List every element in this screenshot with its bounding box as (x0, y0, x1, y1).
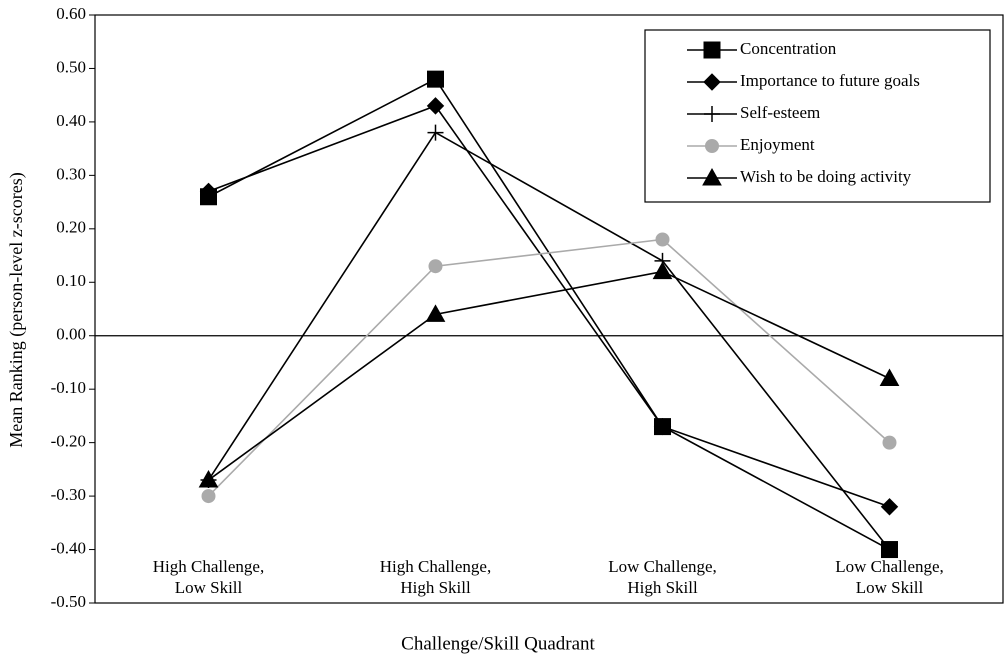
marker (428, 259, 443, 274)
series-line (207, 238, 891, 497)
series-line (208, 270, 890, 481)
marker (653, 417, 672, 436)
y-tick-label: -0.10 (51, 378, 86, 397)
y-tick-label: 0.30 (56, 164, 86, 183)
series-line (208, 104, 890, 508)
series-line (207, 131, 891, 551)
y-tick-label: 0.10 (56, 271, 86, 290)
x-tick-label: Low Challenge, Low Skill (835, 557, 944, 597)
legend-marker (705, 139, 719, 153)
y-tick-label: -0.30 (51, 485, 86, 504)
marker (880, 498, 899, 516)
x-tick-label: Low Challenge, High Skill (608, 557, 717, 597)
marker (201, 489, 216, 504)
legend-label: Wish to be doing activity (740, 167, 912, 186)
y-tick-label: 0.00 (56, 325, 86, 344)
marker (881, 541, 898, 558)
marker (425, 304, 446, 322)
marker (655, 232, 670, 247)
series (199, 97, 899, 516)
x-tick-label: High Challenge, Low Skill (152, 557, 265, 597)
marker (427, 124, 444, 141)
y-tick-label: 0.50 (56, 57, 86, 76)
legend-label: Self-esteem (740, 103, 820, 122)
marker (882, 435, 897, 450)
marker (199, 182, 218, 201)
marker (426, 97, 445, 115)
legend-label: Importance to future goals (740, 71, 920, 90)
legend-marker (702, 167, 722, 186)
plot-frame (94, 14, 1004, 604)
legend-box (644, 29, 991, 203)
series (198, 261, 900, 488)
marker (427, 70, 444, 88)
y-tick-label: -0.20 (51, 432, 86, 451)
legend-marker (704, 106, 720, 122)
marker (198, 470, 219, 488)
legend-label: Concentration (740, 39, 837, 58)
legend-marker (703, 41, 721, 59)
x-axis-label: Challenge/Skill Quadrant (401, 633, 595, 654)
marker (652, 261, 673, 280)
y-tick-label: 0.60 (56, 4, 86, 23)
x-tick-label: High Challenge, High Skill (379, 557, 492, 597)
y-tick-label: 0.40 (56, 111, 86, 130)
y-tick-label: -0.50 (51, 592, 86, 611)
legend-marker (703, 73, 721, 91)
marker (879, 368, 900, 386)
y-tick-label: -0.40 (51, 538, 86, 557)
y-tick-label: 0.20 (56, 218, 86, 237)
legend-label: Enjoyment (740, 135, 815, 154)
y-axis-label: Mean Ranking (person-level z-scores) (6, 172, 27, 447)
series (201, 232, 897, 504)
